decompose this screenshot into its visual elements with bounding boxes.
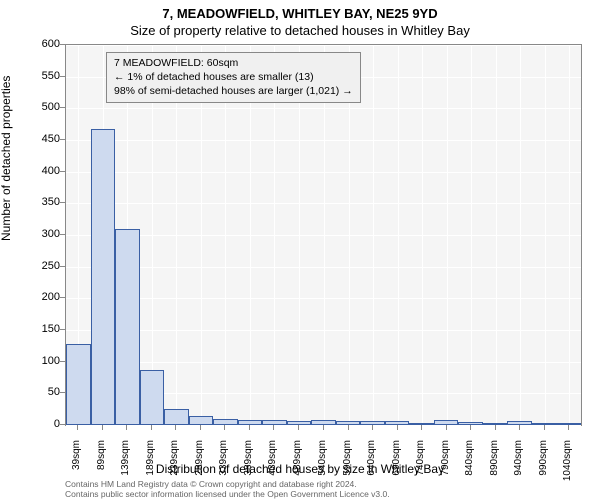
x-tick-mark [348,425,349,430]
x-tick-mark [102,425,103,430]
y-tick-label: 450 [20,134,60,144]
y-tick-mark [60,76,65,77]
x-tick-mark [175,425,176,430]
y-axis-label: Number of detached properties [0,76,13,241]
x-tick-mark [470,425,471,430]
x-tick-mark [544,425,545,430]
y-tick-label: 100 [20,356,60,366]
y-tick-mark [60,361,65,362]
x-tick-mark [200,425,201,430]
x-tick-mark [224,425,225,430]
footer-attribution: Contains HM Land Registry data © Crown c… [65,480,390,500]
y-tick-label: 250 [20,261,60,271]
x-tick-mark [495,425,496,430]
x-tick-mark [126,425,127,430]
legend-line1: 7 MEADOWFIELD: 60sqm [114,56,353,70]
bar [213,419,238,425]
legend-line3: 98% of semi-detached houses are larger (… [114,84,353,98]
y-tick-label: 300 [20,229,60,239]
bar [189,416,214,425]
bar [262,420,287,425]
y-tick-mark [60,392,65,393]
x-tick-mark [151,425,152,430]
y-tick-label: 0 [20,419,60,429]
y-tick-label: 550 [20,71,60,81]
bar [115,229,140,425]
y-tick-label: 400 [20,166,60,176]
bar [91,129,116,425]
gridline-v [569,45,570,425]
y-tick-label: 600 [20,39,60,49]
x-tick-mark [77,425,78,430]
y-tick-mark [60,266,65,267]
x-tick-mark [519,425,520,430]
legend-line2: ← 1% of detached houses are smaller (13) [114,70,353,84]
gridline-v [545,45,546,425]
footer-line2: Contains public sector information licen… [65,490,390,500]
bar [66,344,91,425]
chart-title-line2: Size of property relative to detached ho… [0,23,600,38]
x-tick-mark [298,425,299,430]
gridline-v [422,45,423,425]
y-tick-mark [60,139,65,140]
bar [140,370,165,425]
x-tick-mark [397,425,398,430]
legend-box: 7 MEADOWFIELD: 60sqm ← 1% of detached ho… [106,52,361,103]
gridline-v [520,45,521,425]
chart-container: 7, MEADOWFIELD, WHITLEY BAY, NE25 9YD Si… [0,0,600,500]
y-tick-label: 50 [20,387,60,397]
gridline-v [471,45,472,425]
x-tick-mark [273,425,274,430]
y-tick-label: 200 [20,292,60,302]
gridline-v [398,45,399,425]
x-tick-mark [421,425,422,430]
x-tick-mark [568,425,569,430]
y-tick-label: 150 [20,324,60,334]
chart-title-line1: 7, MEADOWFIELD, WHITLEY BAY, NE25 9YD [0,6,600,21]
gridline-v [447,45,448,425]
y-tick-mark [60,329,65,330]
y-tick-mark [60,202,65,203]
gridline-v [496,45,497,425]
x-axis-label: Distribution of detached houses by size … [0,462,600,476]
y-tick-label: 350 [20,197,60,207]
x-tick-mark [249,425,250,430]
y-tick-mark [60,44,65,45]
y-tick-mark [60,234,65,235]
bar [164,409,189,425]
y-tick-label: 500 [20,102,60,112]
y-tick-mark [60,107,65,108]
x-tick-mark [323,425,324,430]
y-tick-mark [60,171,65,172]
gridline-v [373,45,374,425]
x-tick-mark [372,425,373,430]
y-tick-mark [60,297,65,298]
y-tick-mark [60,424,65,425]
x-tick-mark [446,425,447,430]
